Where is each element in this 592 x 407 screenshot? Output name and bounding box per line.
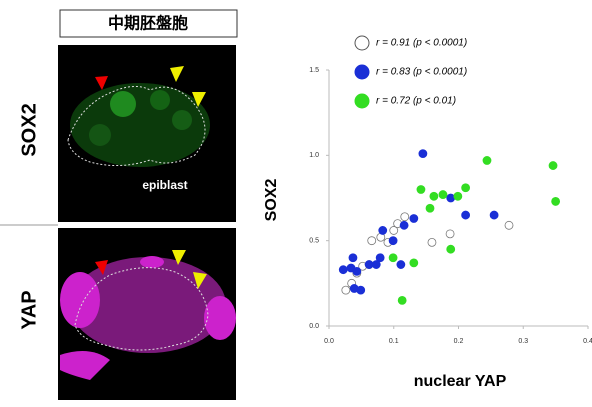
point	[552, 197, 560, 205]
x-tick-label: 0.0	[324, 338, 334, 345]
point	[410, 214, 418, 222]
point	[549, 162, 557, 170]
x-tick-label: 0.3	[518, 338, 528, 345]
legend-marker	[355, 65, 369, 79]
x-tick-label: 0.2	[454, 338, 464, 345]
point	[349, 254, 357, 262]
green-nucleus	[89, 124, 111, 146]
point	[379, 226, 387, 234]
point	[462, 211, 470, 219]
x-axis-label: nuclear YAP	[414, 373, 507, 390]
green-nucleus	[110, 91, 136, 117]
point	[357, 286, 365, 294]
magenta-cell	[60, 272, 100, 328]
point	[428, 238, 436, 246]
point	[353, 267, 361, 275]
point	[462, 184, 470, 192]
point	[447, 245, 455, 253]
annotation: epiblast	[142, 178, 187, 192]
y-axis-label: SOX2	[263, 179, 280, 222]
x-tick-label: 0.1	[389, 338, 399, 345]
point	[417, 185, 425, 193]
point	[426, 204, 434, 212]
x-tick-label: 0.4	[583, 338, 592, 345]
y-tick-label: 1.0	[309, 152, 319, 159]
point	[368, 237, 376, 245]
point	[439, 191, 447, 199]
point	[389, 237, 397, 245]
y-tick-label: 0.5	[309, 238, 319, 245]
legend-marker	[355, 94, 369, 108]
point	[446, 230, 454, 238]
green-nucleus	[172, 110, 192, 130]
point	[505, 221, 513, 229]
point	[490, 211, 498, 219]
point	[447, 194, 455, 202]
point	[376, 254, 384, 262]
point	[483, 156, 491, 164]
point	[400, 221, 408, 229]
point	[342, 286, 350, 294]
point	[430, 192, 438, 200]
magenta-cell	[204, 296, 236, 340]
legend-label: r = 0.83 (p < 0.0001)	[376, 67, 467, 78]
green-nucleus	[150, 90, 170, 110]
legend-label: r = 0.72 (p < 0.01)	[376, 96, 456, 107]
point	[339, 266, 347, 274]
point	[454, 192, 462, 200]
y-tick-label: 1.5	[309, 67, 319, 74]
figure: 中期胚盤胞 epiblast SOX2 YAP nuclear YAP SOX2…	[0, 0, 592, 402]
panel-title: 中期胚盤胞	[108, 14, 188, 33]
point	[401, 213, 409, 221]
legend-label: r = 0.91 (p < 0.0001)	[376, 38, 467, 49]
point	[410, 259, 418, 267]
point	[398, 296, 406, 304]
point	[419, 150, 427, 158]
row-label: SOX2	[18, 103, 40, 156]
magenta-cell	[140, 256, 164, 268]
legend-marker	[355, 36, 369, 50]
point	[389, 254, 397, 262]
point	[397, 261, 405, 269]
y-tick-label: 0.0	[309, 323, 319, 330]
row-label: YAP	[18, 290, 40, 329]
